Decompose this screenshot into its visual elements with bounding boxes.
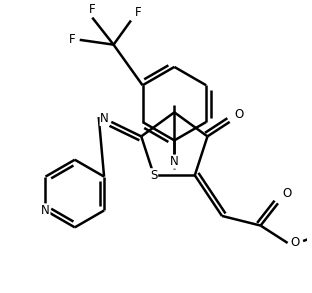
Text: O: O [282,187,291,200]
Text: O: O [235,108,244,121]
Text: N: N [100,113,109,125]
Text: N: N [41,204,50,217]
Text: F: F [89,3,95,16]
Text: N: N [170,155,179,168]
Text: F: F [69,33,75,46]
Text: O: O [291,236,300,249]
Text: F: F [135,6,142,19]
Text: S: S [150,169,158,182]
